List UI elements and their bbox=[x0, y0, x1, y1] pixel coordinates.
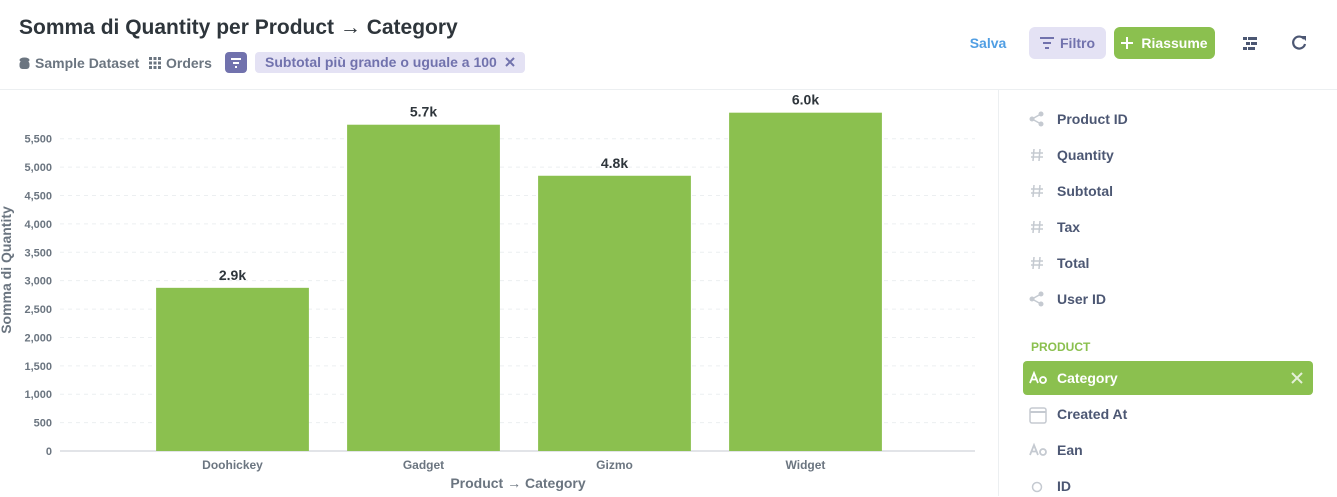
source-crumb[interactable]: Sample Dataset bbox=[19, 55, 139, 71]
y-tick-label: 4,500 bbox=[24, 191, 52, 203]
bar bbox=[729, 112, 882, 451]
y-tick-label: 5,000 bbox=[24, 162, 52, 174]
bar bbox=[156, 287, 309, 451]
field-name: Product ID bbox=[1057, 111, 1128, 127]
source[interactable]: Sample Dataset bbox=[35, 55, 140, 71]
x-tick-label: Widget bbox=[786, 458, 826, 472]
title: Somma di Quantity per Product → Category bbox=[19, 16, 458, 39]
x-tick-label: Doohickey bbox=[202, 458, 263, 472]
y-tick-label: 0 bbox=[46, 446, 52, 458]
table[interactable]: Orders bbox=[166, 55, 212, 71]
field-name: Category bbox=[1057, 370, 1118, 386]
y-tick-label: 3,000 bbox=[24, 276, 52, 288]
filter-icon bbox=[1040, 37, 1054, 49]
field-name: ID bbox=[1057, 478, 1071, 494]
filter-button[interactable]: Filtro bbox=[1029, 27, 1106, 59]
refresh-icon[interactable] bbox=[1291, 35, 1307, 51]
bar bbox=[347, 124, 500, 452]
filter-pill[interactable]: Subtotal più grande o uguale a 100 bbox=[255, 52, 525, 73]
field-name: Created At bbox=[1057, 406, 1128, 422]
y-tick-label: 1,500 bbox=[24, 361, 52, 373]
data-label: 6.0k bbox=[792, 92, 819, 108]
y-tick-label: 5,500 bbox=[24, 134, 52, 146]
sidebar: Product ID Quantity Subtotal Tax Total U… bbox=[998, 90, 1337, 496]
settings-icon[interactable] bbox=[1243, 37, 1257, 50]
y-tick-label: 1,000 bbox=[24, 389, 52, 401]
y-tick-label: 2,000 bbox=[24, 332, 52, 344]
section-title: PRODUCT bbox=[1031, 340, 1091, 354]
db-icon bbox=[19, 57, 30, 69]
data-label: 5.7k bbox=[410, 104, 437, 120]
data-label: 4.8k bbox=[601, 155, 628, 171]
x-tick-label: Gadget bbox=[403, 458, 444, 472]
remove-icon[interactable] bbox=[1291, 372, 1303, 384]
bar bbox=[538, 175, 691, 451]
selected-highlight bbox=[1023, 361, 1313, 395]
field-name: Subtotal bbox=[1057, 183, 1113, 199]
y-tick-label: 2,500 bbox=[24, 304, 52, 316]
filter-text: Subtotal più grande o uguale a 100 bbox=[265, 54, 497, 70]
table-crumb[interactable]: Orders bbox=[149, 55, 212, 71]
summarize-button[interactable]: Riassume bbox=[1114, 27, 1215, 59]
filter-icon bbox=[225, 52, 247, 73]
filter-label: Filtro bbox=[1060, 35, 1095, 51]
grid-icon bbox=[149, 57, 161, 69]
chart: Product → Category Somma di Quantity 0 50… bbox=[0, 92, 975, 491]
x-axis-label: Product → Category bbox=[450, 475, 586, 491]
field-name: Total bbox=[1057, 255, 1090, 271]
field-name: Ean bbox=[1057, 442, 1083, 458]
header: Somma di Quantity per Product → Category… bbox=[0, 0, 1337, 90]
save-button[interactable]: Salva bbox=[969, 35, 1007, 51]
data-label: 2.9k bbox=[219, 267, 246, 283]
field-name: User ID bbox=[1057, 291, 1107, 307]
y-tick-label: 3,500 bbox=[24, 247, 52, 259]
y-tick-label: 4,000 bbox=[24, 219, 52, 231]
x-tick-label: Gizmo bbox=[596, 458, 633, 472]
summarize-label: Riassume bbox=[1141, 35, 1208, 51]
close-icon[interactable] bbox=[497, 57, 515, 67]
field-name: Tax bbox=[1057, 219, 1081, 235]
y-axis-label: Somma di Quantity bbox=[0, 206, 14, 334]
field-name: Quantity bbox=[1057, 147, 1114, 163]
plus-icon bbox=[1121, 37, 1134, 49]
y-tick-label: 500 bbox=[34, 418, 52, 430]
